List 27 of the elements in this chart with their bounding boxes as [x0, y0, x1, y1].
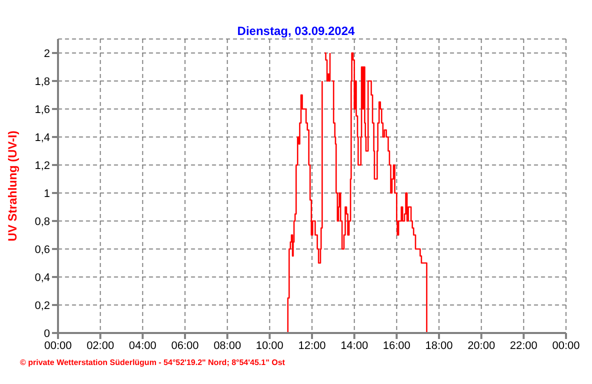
y-tick-label: 2 — [44, 48, 50, 60]
x-tick-label: 10:00 — [256, 340, 284, 352]
x-tick-label: 22:00 — [510, 340, 538, 352]
x-tick-label: 02:00 — [86, 340, 114, 352]
y-tick-label: 1,4 — [34, 132, 50, 144]
x-tick-label: 20:00 — [468, 340, 496, 352]
chart-title: Dienstag, 03.09.2024 — [236, 24, 356, 38]
y-tick-label: 1,2 — [34, 160, 50, 172]
y-tick-label: 0 — [44, 328, 50, 340]
x-tick-label: 06:00 — [171, 340, 199, 352]
y-tick-label: 1,8 — [34, 76, 50, 88]
x-tick-label: 16:00 — [382, 340, 410, 352]
text: © private Wetterstation Süderlügum - 54°52'19.2" Nord; 8°54'45.1" Ost — [20, 358, 285, 367]
y-tick-label: 0,2 — [34, 300, 50, 312]
y-tick-label: 0,6 — [34, 244, 50, 256]
y-axis-title: UV Strahlung (UV-I) — [5, 130, 20, 242]
x-tick-label: 00:00 — [44, 340, 72, 352]
y-tick-label: 1,6 — [34, 104, 50, 116]
x-tick-label: 00:00 — [552, 340, 580, 352]
y-tick-label: 0,8 — [34, 216, 50, 228]
x-tick-label: 18:00 — [425, 340, 453, 352]
x-tick-label: 14:00 — [340, 340, 368, 352]
x-tick-label: 04:00 — [128, 340, 156, 352]
x-tick-label: 12:00 — [298, 340, 326, 352]
y-tick-label: 1 — [44, 188, 50, 200]
y-tick-label: 0,4 — [34, 272, 50, 284]
x-tick-label: 08:00 — [214, 340, 242, 352]
